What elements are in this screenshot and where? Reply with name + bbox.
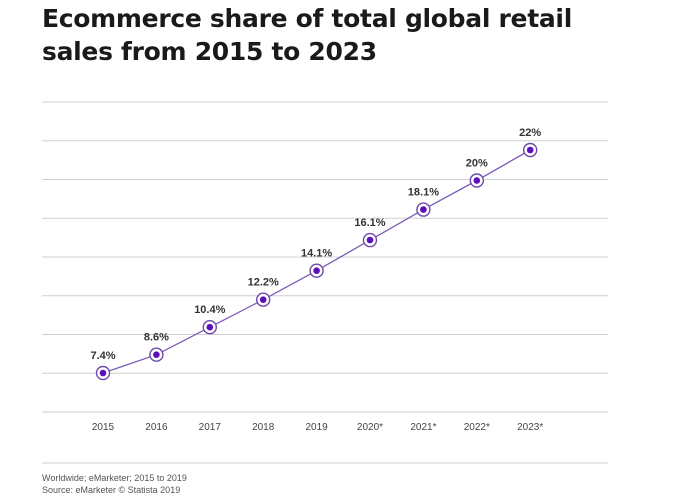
data-label-2023*: 22% [519, 127, 541, 139]
source-note: Source: eMarketer © Statista 2019 [42, 485, 181, 495]
chart-title: Ecommerce share of total global retail s… [42, 2, 642, 68]
x-tick-label-2015: 2015 [92, 422, 115, 433]
chart-notes: Worldwide; eMarketer; 2015 to 2019 Sourc… [42, 472, 187, 496]
data-point-2015 [95, 365, 111, 381]
data-label-2015: 7.4% [90, 350, 115, 362]
data-point-2017 [202, 320, 218, 335]
x-tick-label-2019: 2019 [305, 422, 328, 433]
x-tick-label-2018: 2018 [252, 422, 275, 433]
x-tick-label-2020*: 2020* [357, 422, 383, 433]
data-label-2017: 10.4% [194, 304, 225, 316]
data-label-2021*: 18.1% [408, 187, 439, 199]
data-point-dot [313, 267, 320, 275]
data-label-2020*: 16.1% [354, 217, 385, 229]
x-axis: 2015 2016 2017 2018 2019 2020* 2021* 2022* 2023* [92, 422, 544, 433]
data-point-2016 [149, 347, 164, 362]
data-point-dot [526, 146, 534, 154]
data-point-2021* [416, 202, 431, 217]
data-point-2023* [523, 142, 538, 158]
data-label-2018: 12.2% [248, 277, 279, 289]
line-chart: 7.4%8.6%10.4%12.2%14.1%16.1%18.1%20%22% … [42, 101, 608, 464]
data-label-2022*: 20% [466, 158, 488, 170]
data-points [95, 142, 538, 381]
data-labels: 7.4% 8.6% 10.4% 12.2% 14.1% 16.1% 18.1% 20% 22% [90, 127, 541, 362]
x-tick-label-2022*: 2022* [464, 422, 490, 433]
data-label-2016: 8.6% [144, 332, 169, 344]
data-point-2022* [469, 173, 484, 188]
x-tick-label-2023*: 2023* [517, 422, 543, 433]
data-point-dot [99, 369, 107, 377]
data-point-2019 [309, 263, 324, 278]
footnote: Worldwide; eMarketer; 2015 to 2019 [42, 473, 187, 483]
data-point-dot [206, 323, 214, 331]
data-point-2018 [256, 292, 271, 307]
x-tick-label-2017: 2017 [199, 422, 222, 433]
data-point-dot [366, 236, 374, 244]
data-point-2020* [362, 232, 378, 248]
data-point-dot [420, 206, 427, 213]
chart-title-line1: Ecommerce share of total global retail [42, 4, 572, 33]
chart-title-line2: sales from 2015 to 2023 [42, 37, 377, 66]
data-point-dot [153, 351, 160, 359]
data-point-dot [473, 177, 481, 184]
data-label-2019: 14.1% [301, 248, 332, 260]
x-tick-label-2016: 2016 [145, 422, 168, 433]
data-point-dot [259, 296, 267, 304]
gridlines [42, 101, 608, 464]
x-tick-label-2021*: 2021* [410, 422, 436, 433]
